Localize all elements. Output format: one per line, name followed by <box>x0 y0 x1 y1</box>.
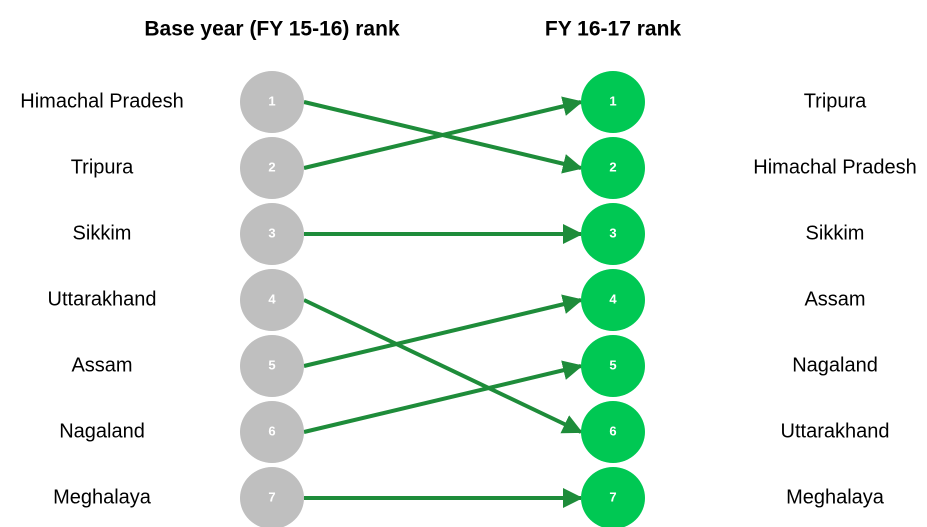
base-rank: 3 <box>268 225 275 240</box>
left-state: Sikkim <box>73 222 132 244</box>
current-rank-circle <box>581 335 645 397</box>
left-state: Meghalaya <box>53 486 152 508</box>
base-rank-circle <box>240 335 304 397</box>
arrow <box>303 360 583 434</box>
arrow <box>303 294 583 368</box>
right-state: Assam <box>804 288 865 310</box>
left-state: Himachal Pradesh <box>20 90 183 112</box>
base-rank: 5 <box>268 357 275 372</box>
current-rank: 6 <box>609 423 616 438</box>
current-rank-circle <box>581 137 645 199</box>
left-state: Nagaland <box>59 420 145 442</box>
base-rank-circle <box>240 203 304 265</box>
current-rank-circle <box>581 269 645 331</box>
right-state: Himachal Pradesh <box>753 156 916 178</box>
right-state: Nagaland <box>792 354 878 376</box>
right-state: Meghalaya <box>786 486 885 508</box>
base-header: Base year (FY 15-16) rank <box>144 18 400 41</box>
current-rank: 5 <box>609 357 616 372</box>
right-state: Tripura <box>804 90 867 112</box>
arrow <box>303 96 583 170</box>
current-rank-circle <box>581 401 645 463</box>
left-state: Uttarakhand <box>48 288 157 310</box>
right-state: Sikkim <box>806 222 865 244</box>
base-rank: 4 <box>268 291 276 306</box>
base-rank: 2 <box>268 159 275 174</box>
current-rank: 1 <box>609 93 616 108</box>
current-rank-circle <box>581 203 645 265</box>
current-rank-circle <box>581 467 645 527</box>
current-rank-circle <box>581 71 645 133</box>
base-rank-circle <box>240 467 304 527</box>
left-state: Tripura <box>71 156 134 178</box>
base-rank: 1 <box>268 93 275 108</box>
current-header: FY 16-17 rank <box>545 18 682 41</box>
right-state: Uttarakhand <box>781 420 890 442</box>
base-rank: 6 <box>268 423 275 438</box>
current-rank: 3 <box>609 225 616 240</box>
current-rank: 4 <box>609 291 617 306</box>
current-rank: 2 <box>609 159 616 174</box>
base-rank-circle <box>240 71 304 133</box>
current-rank: 7 <box>609 489 616 504</box>
base-rank: 7 <box>268 489 275 504</box>
base-rank-circle <box>240 269 304 331</box>
arrow <box>303 298 583 434</box>
left-state: Assam <box>71 354 132 376</box>
base-rank-circle <box>240 401 304 463</box>
base-rank-circle <box>240 137 304 199</box>
